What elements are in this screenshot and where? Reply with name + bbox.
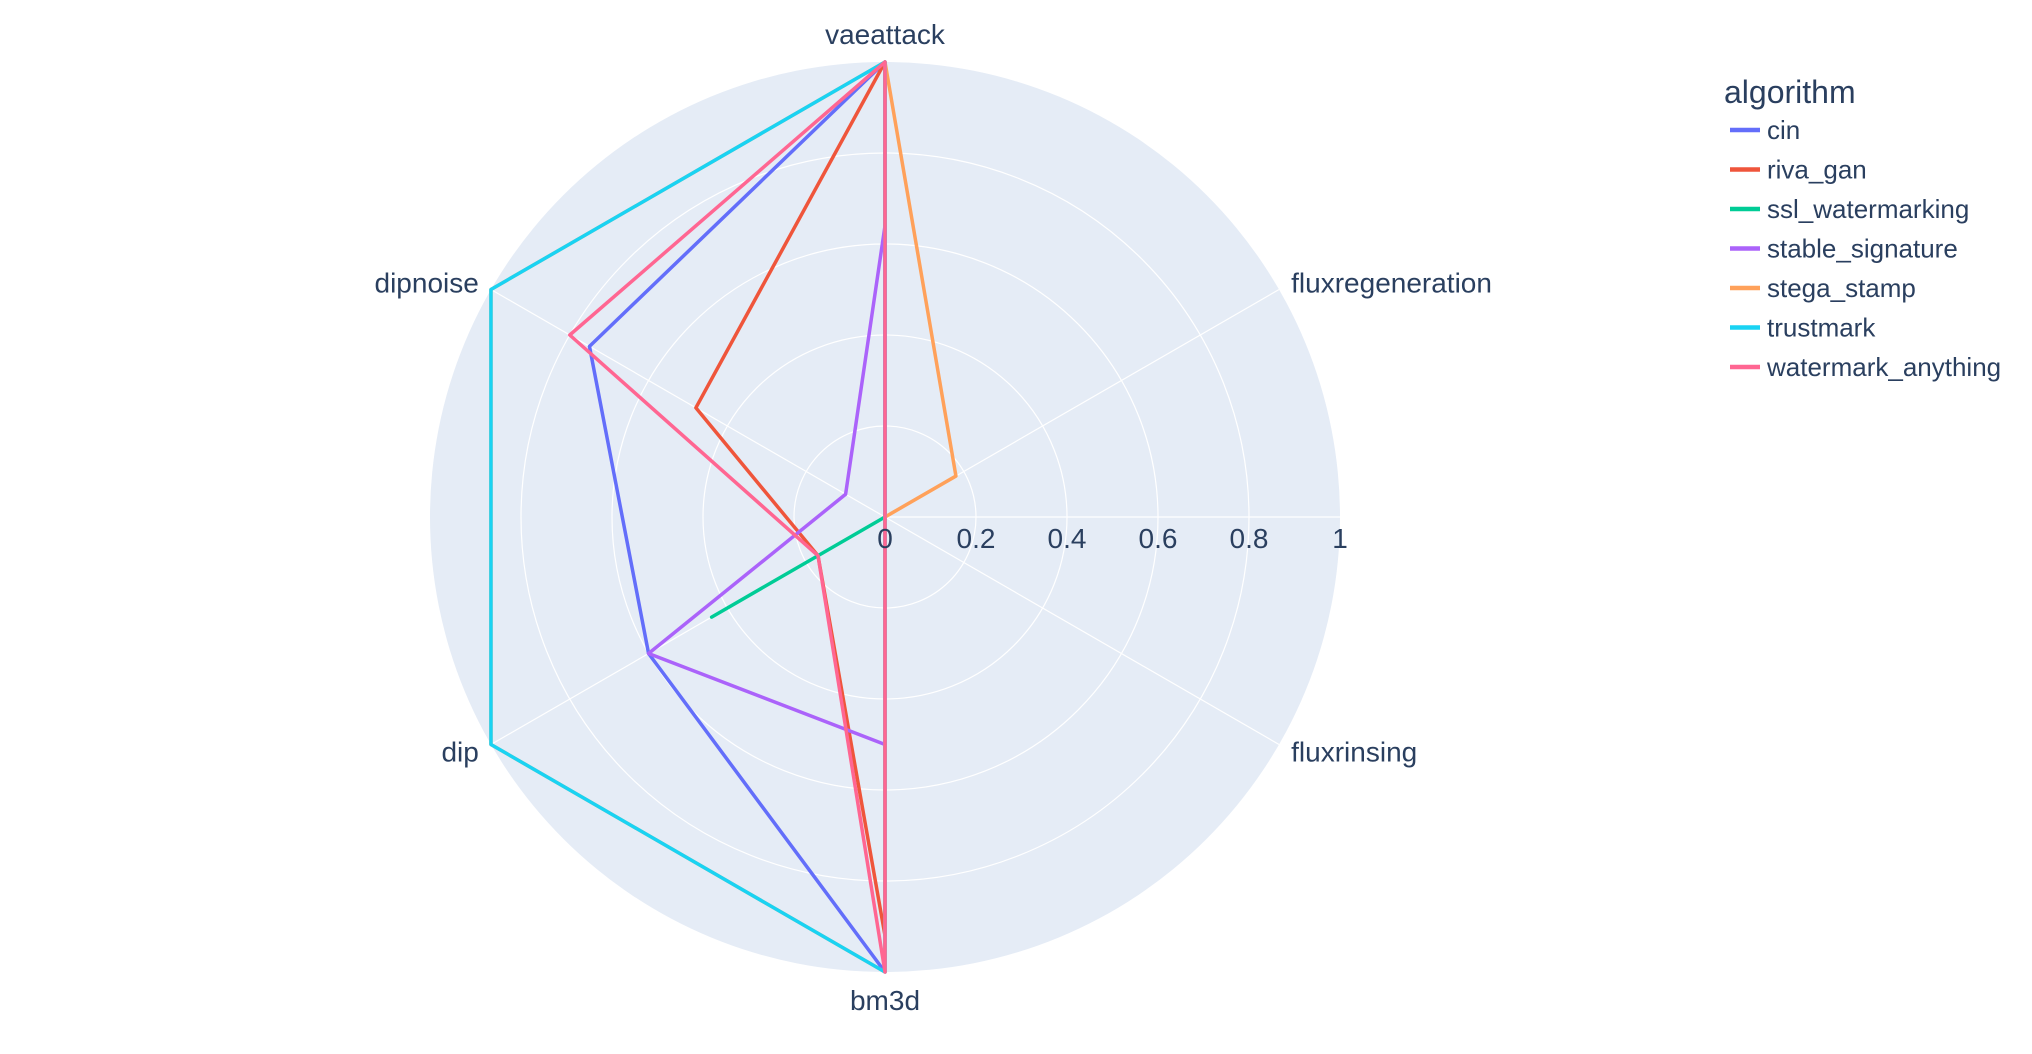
axis-label-bm3d: bm3d [850,985,920,1016]
radial-tick-label: 0.4 [1048,523,1087,554]
legend-item-trustmark[interactable]: trustmark [1730,313,1876,343]
legend-label: stable_signature [1767,234,1958,264]
legend-label: stega_stamp [1767,273,1916,303]
axis-label-fluxrinsing: fluxrinsing [1291,737,1417,768]
radial-tick-label: 0.2 [957,523,996,554]
legend-label: trustmark [1767,313,1876,343]
radial-tick-label: 0.6 [1139,523,1178,554]
label-layer: 0 0.2 0.4 0.6 0.8 1 vaeattack fluxregeneration f… [375,19,1492,1016]
legend-item-stable_signature[interactable]: stable_signature [1730,234,1958,264]
legend-label: watermark_anything [1766,352,2001,382]
legend-label: cin [1767,115,1800,145]
legend-item-riva_gan[interactable]: riva_gan [1730,155,1867,185]
legend-item-stega_stamp[interactable]: stega_stamp [1730,273,1916,303]
grid-spoke-fluxrinsing [884,516,1280,746]
legend-items: cin riva_gan ssl_watermarking stable_signat… [1730,115,2001,382]
axis-label-dip: dip [441,737,478,768]
legend-item-cin[interactable]: cin [1730,115,1800,145]
axis-label-fluxregeneration: fluxregeneration [1291,268,1492,299]
legend: algorithm cin riva_gan ssl_watermarkingsta… [1724,74,2001,382]
radial-tick-label: 0.8 [1230,523,1269,554]
legend-title: algorithm [1724,74,1856,110]
series-line-watermark_anything [568,60,887,974]
series-line-ssl_watermarking [709,515,887,619]
axis-label-dipnoise: dipnoise [375,268,479,299]
legend-label: riva_gan [1767,155,1867,185]
radial-tick-label: 0 [877,523,893,554]
radial-tick-label: 1 [1332,523,1348,554]
legend-item-ssl_watermarking[interactable]: ssl_watermarking [1730,194,1969,224]
series-layer [489,60,958,974]
grid-spoke-dipnoise [490,288,886,518]
axis-label-vaeattack: vaeattack [825,19,946,50]
legend-label: ssl_watermarking [1767,194,1969,224]
legend-item-watermark_anything[interactable]: watermark_anything [1730,352,2001,382]
